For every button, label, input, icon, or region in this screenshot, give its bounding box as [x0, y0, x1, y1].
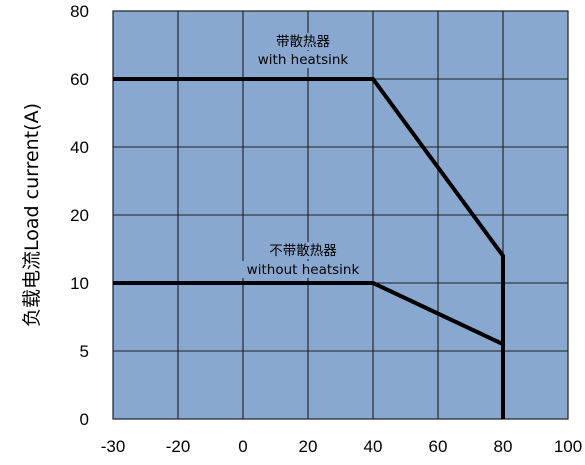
y-tick-label: 60 [70, 70, 89, 89]
x-tick-label: -30 [101, 437, 126, 456]
x-tick-label: 0 [238, 437, 247, 456]
y-axis-ticks: 0 5 10 20 40 60 80 [70, 2, 89, 429]
y-tick-label: 40 [70, 138, 89, 157]
y-axis-label: 负载电流Load current(A) [21, 103, 43, 327]
x-tick-label: 40 [364, 437, 383, 456]
x-axis-ticks: -30 -20 0 20 40 60 80 100 [101, 437, 582, 456]
series-annotation: with heatsink [258, 52, 349, 68]
x-tick-label: 60 [429, 437, 448, 456]
series-annotation: 带散热器 [276, 34, 330, 50]
y-tick-label: 80 [70, 2, 89, 21]
x-tick-label: 100 [554, 437, 582, 456]
y-tick-label: 20 [70, 206, 89, 225]
y-tick-label: 5 [80, 342, 89, 361]
series-annotation: 不带散热器 [269, 243, 337, 259]
y-tick-label: 0 [80, 410, 89, 429]
x-tick-label: 20 [299, 437, 318, 456]
y-tick-label: 10 [70, 274, 89, 293]
x-tick-label: 80 [494, 437, 513, 456]
x-tick-label: -20 [166, 437, 191, 456]
series-annotation: without heatsink [247, 262, 360, 278]
